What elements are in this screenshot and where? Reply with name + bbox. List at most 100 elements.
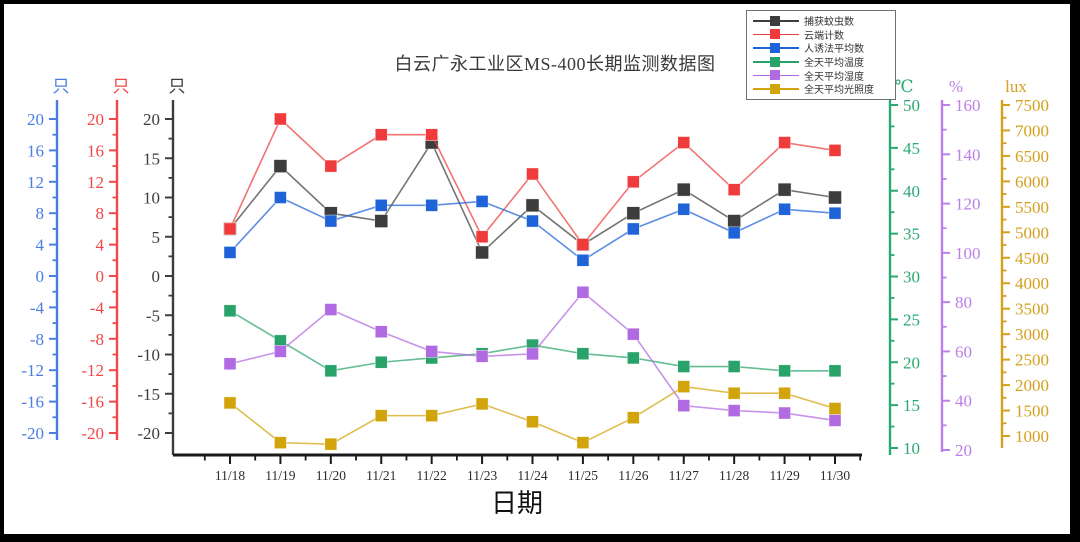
- data-point-marker: [374, 128, 388, 141]
- axis-count_red: 20 16 12 8 4 0 -4 -8 -12 -16 -20 只: [81, 77, 129, 443]
- data-point-marker: [677, 380, 691, 393]
- data-point-marker: [374, 355, 388, 369]
- data-point-marker: [425, 345, 438, 358]
- legend-label: 捕获蚊虫数: [804, 17, 854, 29]
- data-point-marker: [777, 182, 792, 197]
- data-point-marker: [324, 214, 338, 228]
- axis-tick-label: 7500: [1015, 96, 1049, 115]
- axis-tick-label: -12: [81, 361, 104, 380]
- legend-entry: 人诱法平均数: [753, 41, 891, 55]
- data-point-marker: [627, 411, 640, 424]
- axis-tick-label: 3000: [1015, 325, 1049, 344]
- data-point-marker: [223, 396, 237, 410]
- data-point-marker: [374, 325, 388, 339]
- data-point-marker: [778, 386, 791, 400]
- axis-tick-label: -15: [137, 385, 160, 404]
- axis-tick-label: 12: [27, 173, 44, 192]
- axis-tick-label: 120: [955, 195, 981, 214]
- legend-entry: 云端计数: [753, 28, 891, 42]
- data-point-marker: [223, 246, 237, 259]
- data-point-marker: [475, 230, 489, 244]
- legend-entry: 全天平均温度: [753, 55, 891, 69]
- axis-tick-label: 80: [955, 293, 972, 312]
- series-avg-humidity: [223, 285, 842, 427]
- legend-marker-icon: [753, 15, 799, 26]
- data-point-marker: [627, 351, 640, 365]
- data-point-marker: [526, 214, 539, 228]
- axis-tick-label: 160: [955, 96, 981, 115]
- series-trapped-mosquito-count: [223, 135, 842, 260]
- axis-tick-label: 20: [955, 441, 972, 460]
- data-point-marker: [324, 159, 338, 173]
- data-point-marker: [828, 144, 842, 157]
- axis-tick-label: 40: [903, 182, 920, 201]
- data-point-marker: [778, 202, 791, 216]
- data-point-marker: [374, 214, 389, 228]
- axis-tick-label: -4: [30, 298, 45, 317]
- data-point-marker: [626, 206, 641, 220]
- data-point-marker: [828, 414, 842, 427]
- data-point-marker: [727, 404, 741, 417]
- legend-label: 云端计数: [804, 30, 844, 42]
- legend-label: 人诱法平均数: [804, 44, 864, 56]
- axis-tick-label: 0: [36, 267, 45, 286]
- axis-tick-label: 2500: [1015, 351, 1049, 370]
- data-point-marker: [274, 345, 287, 358]
- data-point-marker: [727, 226, 741, 240]
- data-point-marker: [778, 136, 791, 149]
- data-point-marker: [677, 360, 691, 373]
- axis-tick-label: 35: [903, 225, 920, 244]
- data-point-marker: [374, 409, 388, 422]
- data-point-marker: [425, 409, 438, 422]
- data-point-marker: [475, 350, 489, 363]
- data-point-marker: [324, 364, 338, 378]
- data-point-marker: [425, 199, 438, 212]
- axis-unit-label: ℃: [894, 77, 913, 96]
- axis-tick-label: -20: [21, 424, 44, 443]
- legend-marker-icon: [753, 29, 799, 40]
- axis-tick-label: -5: [146, 306, 160, 325]
- axis-lux: 7500 7000 6500 6000 5500 5000 4500 4000 3500 3000…: [1000, 77, 1049, 448]
- x-tick-label: 11/25: [568, 468, 598, 483]
- data-point-marker: [677, 136, 691, 149]
- x-tick-label: 11/27: [669, 468, 699, 483]
- data-point-marker: [274, 112, 287, 126]
- data-point-marker: [525, 198, 540, 213]
- chart-title: 白云广永工业区MS-400长期监测数据图: [394, 54, 716, 74]
- data-point-marker: [576, 436, 590, 449]
- x-tick-label: 11/29: [769, 468, 799, 483]
- data-point-marker: [425, 128, 438, 141]
- legend-entry: 全天平均湿度: [753, 68, 891, 83]
- data-point-marker: [627, 327, 640, 341]
- data-point-marker: [273, 159, 288, 173]
- axis-tick-label: 10: [143, 189, 160, 208]
- data-point-marker: [677, 399, 691, 412]
- axis-tick-label: 30: [903, 268, 920, 287]
- data-point-marker: [223, 222, 237, 236]
- axis-unit-label: %: [949, 77, 963, 96]
- legend-marker-icon: [753, 56, 799, 67]
- axis-tick-label: 4: [36, 236, 45, 255]
- axis-tick-label: 100: [955, 244, 981, 263]
- axis-unit-label: lux: [1005, 77, 1027, 96]
- axis-count_blue: 20 16 12 8 4 0 -4 -8 -12 -16 -20 只: [21, 77, 69, 443]
- legend-marker-icon: [753, 70, 799, 81]
- x-tick-label: 11/20: [316, 468, 346, 483]
- axis-tick-label: 2000: [1015, 376, 1049, 395]
- legend-entry: 全天平均光照度: [753, 82, 891, 96]
- axis-tick-label: 10: [903, 439, 920, 458]
- data-point-marker: [576, 285, 590, 299]
- data-point-marker: [778, 364, 791, 378]
- axis-tick-label: 8: [96, 204, 105, 223]
- x-tick-label: 11/22: [417, 468, 447, 483]
- axis-tick-label: 8: [36, 204, 45, 223]
- data-point-marker: [576, 254, 590, 267]
- data-point-marker: [324, 437, 338, 451]
- axis-tick-label: -16: [81, 393, 104, 412]
- data-point-marker: [526, 167, 539, 181]
- data-point-marker: [627, 175, 640, 189]
- axis-tick-label: 1500: [1015, 402, 1049, 421]
- axis-tick-label: 20: [87, 110, 104, 129]
- axis-x-date: 11/18 11/19 11/20 11/21 11/22 11/23 11/24 11/25…: [173, 453, 862, 518]
